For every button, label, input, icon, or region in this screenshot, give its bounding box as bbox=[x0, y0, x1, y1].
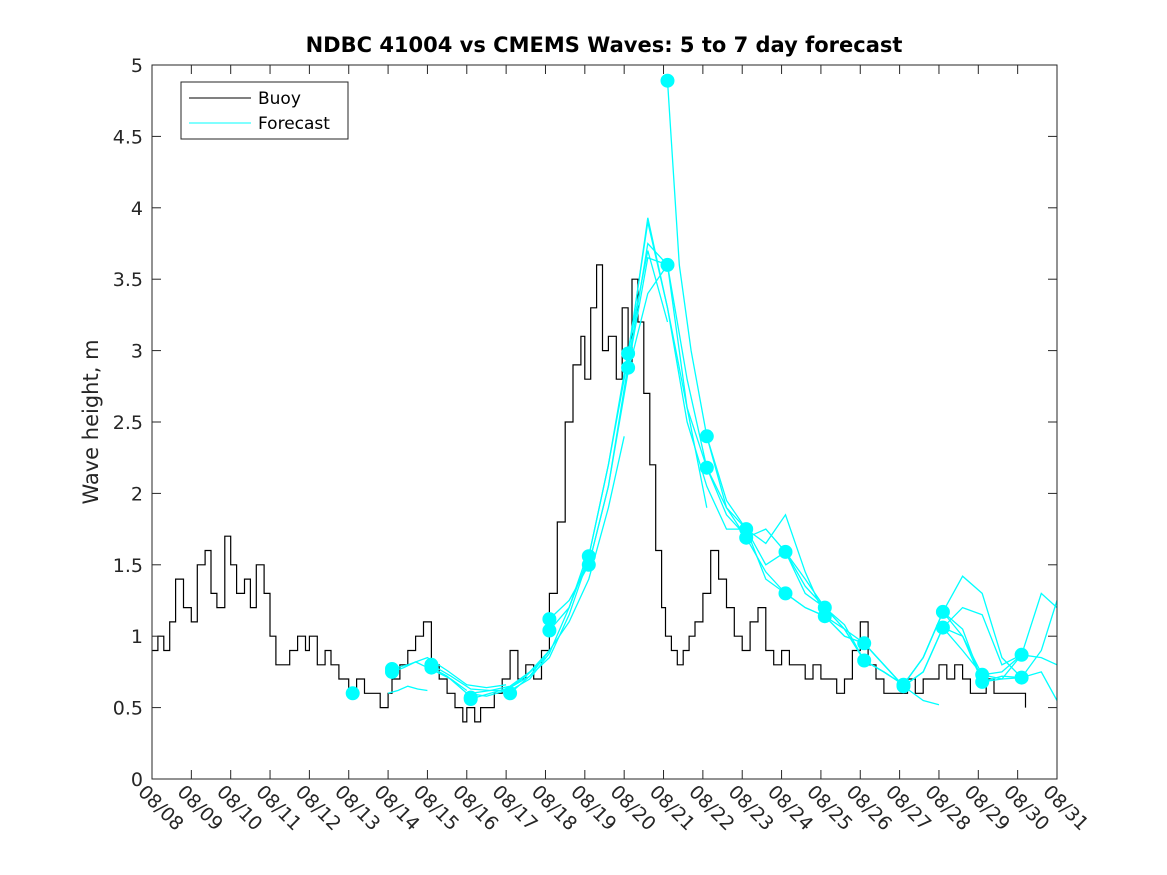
forecast-start-marker-25 bbox=[857, 636, 872, 651]
buoy-series-line bbox=[152, 264, 1027, 723]
y-tick-label: 0.5 bbox=[113, 698, 143, 720]
plot-area: 00.511.522.533.544.5508/0808/0908/1008/1… bbox=[113, 55, 1093, 835]
forecast-series-line-14 bbox=[627, 221, 747, 530]
forecast-start-marker-16 bbox=[660, 257, 675, 272]
forecast-series-line-16 bbox=[706, 467, 826, 608]
forecast-start-marker-12 bbox=[581, 549, 596, 564]
forecast-series-line-15 bbox=[666, 80, 786, 594]
y-tick-label: 4 bbox=[131, 198, 143, 220]
forecast-start-marker-13 bbox=[621, 360, 636, 375]
forecast-start-marker-1 bbox=[345, 686, 360, 701]
forecast-start-marker-5 bbox=[424, 657, 439, 672]
forecast-series-line-8 bbox=[509, 436, 625, 694]
legend-box bbox=[180, 81, 349, 140]
forecast-start-marker-24 bbox=[817, 600, 832, 615]
plot-background bbox=[152, 65, 1057, 779]
forecast-start-marker-8 bbox=[503, 686, 518, 701]
y-tick-label: 2 bbox=[131, 483, 143, 505]
legend-buoy-label: Buoy bbox=[258, 89, 301, 109]
forecast-start-marker-34 bbox=[1014, 670, 1029, 685]
forecast-start-marker-21 bbox=[778, 586, 793, 601]
y-tick-label: 1 bbox=[131, 626, 143, 648]
forecast-series-line-27 bbox=[902, 575, 1023, 686]
forecast-start-marker-26 bbox=[857, 653, 872, 668]
y-tick-label: 2.5 bbox=[113, 412, 143, 434]
forecast-start-marker-18 bbox=[699, 429, 714, 444]
forecast-start-marker-22 bbox=[778, 544, 793, 559]
y-tick-label: 3.5 bbox=[113, 269, 143, 291]
legend: Buoy Forecast bbox=[180, 81, 349, 140]
forecast-start-marker-15 bbox=[660, 73, 675, 88]
forecast-start-marker-33 bbox=[1014, 647, 1029, 662]
chart-title: NDBC 41004 vs CMEMS Waves: 5 to 7 day fo… bbox=[306, 33, 903, 57]
y-tick-label: 3 bbox=[131, 341, 143, 363]
y-tick-label: 5 bbox=[131, 55, 143, 77]
y-tick-label: 0 bbox=[131, 769, 143, 791]
forecast-series-line-1 bbox=[387, 685, 428, 694]
y-axis-label: Wave height, m bbox=[79, 339, 103, 504]
y-tick-label: 1.5 bbox=[113, 555, 143, 577]
forecast-start-marker-32 bbox=[975, 674, 990, 689]
forecast-start-marker-29 bbox=[935, 620, 950, 635]
forecast-start-marker-30 bbox=[935, 604, 950, 619]
forecast-series-line-26 bbox=[903, 606, 1022, 687]
forecast-start-marker-20 bbox=[739, 522, 754, 537]
forecast-start-marker-14 bbox=[621, 346, 636, 361]
forecast-series-line-13 bbox=[627, 256, 747, 537]
forecast-start-marker-17 bbox=[699, 460, 714, 475]
forecast-series-line-3 bbox=[391, 656, 507, 689]
forecast-series-line-19 bbox=[745, 528, 865, 661]
forecast-start-marker-28 bbox=[896, 677, 911, 692]
forecast-start-marker-3 bbox=[385, 662, 399, 676]
forecast-series-line-4 bbox=[431, 657, 546, 697]
legend-forecast-label: Forecast bbox=[258, 114, 330, 134]
forecast-series-line-11 bbox=[588, 242, 708, 565]
forecast-series-line-17 bbox=[706, 436, 826, 617]
y-tick-label: 4.5 bbox=[113, 126, 143, 148]
forecast-start-marker-7 bbox=[463, 690, 478, 705]
forecast-start-marker-10 bbox=[542, 623, 557, 638]
